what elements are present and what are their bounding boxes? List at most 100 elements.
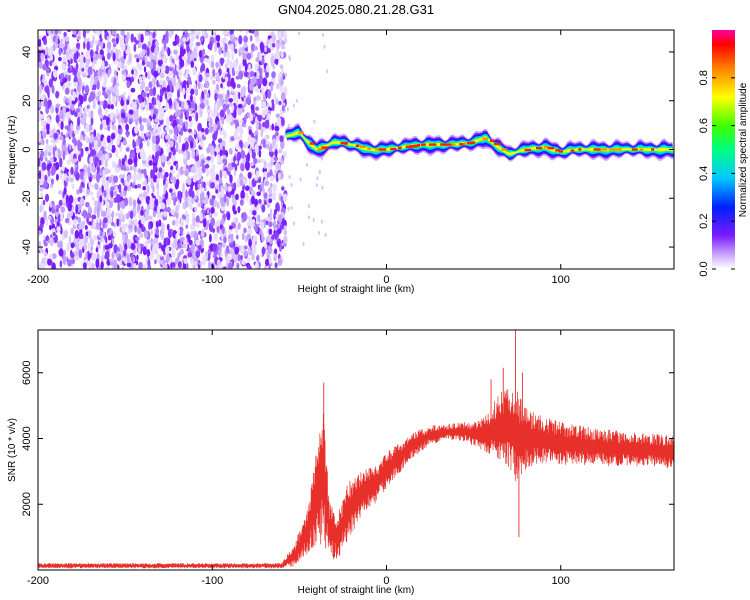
noise-blob xyxy=(99,107,102,112)
noise-blob xyxy=(261,232,264,238)
noise-blob xyxy=(41,172,44,180)
noise-blob xyxy=(258,149,262,158)
noise-blob xyxy=(190,166,195,174)
noise-blob xyxy=(203,181,206,188)
ridge-core xyxy=(459,143,465,146)
noise-blob xyxy=(170,169,175,175)
noise-blob xyxy=(175,233,178,240)
noise-blob xyxy=(295,98,298,103)
noise-blob xyxy=(153,174,158,183)
noise-blob xyxy=(237,206,241,214)
noise-blob xyxy=(266,64,270,73)
noise-blob xyxy=(175,218,179,227)
noise-blob xyxy=(149,88,154,97)
noise-blob xyxy=(85,135,88,142)
noise-blob xyxy=(188,188,193,197)
noise-blob xyxy=(129,165,133,171)
noise-blob xyxy=(106,135,111,144)
noise-blob xyxy=(41,161,47,171)
noise-blob xyxy=(246,221,250,227)
noise-blob xyxy=(274,148,278,158)
noise-blob xyxy=(118,213,121,219)
noise-blob xyxy=(219,109,225,118)
noise-blob xyxy=(178,135,182,144)
noise-blob xyxy=(218,93,224,100)
noise-blob xyxy=(275,113,280,118)
noise-blob xyxy=(308,204,310,209)
noise-blob xyxy=(45,67,50,72)
noise-blob xyxy=(84,30,90,34)
noise-blob xyxy=(101,60,105,70)
noise-blob xyxy=(106,89,112,96)
noise-blob xyxy=(76,35,81,40)
noise-blob xyxy=(215,189,219,194)
noise-blob xyxy=(277,72,281,80)
noise-blob xyxy=(262,138,266,149)
noise-blob xyxy=(204,80,210,89)
noise-blob xyxy=(148,160,153,166)
noise-blob xyxy=(102,100,108,110)
ridge-core xyxy=(421,143,426,146)
noise-blob xyxy=(276,163,281,171)
noise-blob xyxy=(179,248,184,255)
noise-blob xyxy=(196,189,200,197)
noise-blob xyxy=(288,55,291,60)
noise-blob xyxy=(208,41,213,51)
noise-blob xyxy=(124,116,128,124)
noise-blob xyxy=(47,258,52,266)
noise-blob xyxy=(43,132,47,139)
noise-blob xyxy=(195,215,200,224)
noise-blob xyxy=(249,209,254,215)
noise-blob xyxy=(39,205,42,213)
noise-blob xyxy=(199,212,203,222)
noise-blob xyxy=(141,48,146,57)
noise-blob xyxy=(155,40,159,47)
noise-blob xyxy=(156,188,160,198)
noise-blob xyxy=(86,212,92,219)
noise-blob xyxy=(117,61,121,69)
noise-blob xyxy=(280,91,286,102)
noise-blob xyxy=(201,62,206,72)
noise-blob xyxy=(110,49,114,56)
noise-blob xyxy=(72,91,77,100)
noise-blob xyxy=(110,191,113,198)
colorbar-tick-label: 0.2 xyxy=(698,214,710,229)
noise-blob xyxy=(256,191,262,197)
noise-blob xyxy=(143,229,149,239)
noise-blob xyxy=(270,55,275,65)
noise-blob xyxy=(268,221,273,228)
noise-blob xyxy=(239,119,244,124)
noise-blob xyxy=(224,76,229,82)
noise-blob xyxy=(222,72,226,80)
noise-blob xyxy=(283,235,288,244)
noise-blob xyxy=(38,91,41,101)
noise-blob xyxy=(285,72,287,77)
ridge-core xyxy=(536,146,543,150)
noise-blob xyxy=(274,262,278,269)
noise-blob xyxy=(194,88,199,96)
noise-blob xyxy=(253,157,258,165)
noise-blob xyxy=(100,261,104,269)
noise-blob xyxy=(168,129,174,135)
noise-blob xyxy=(102,83,107,88)
noise-blob xyxy=(190,60,195,68)
noise-blob xyxy=(160,232,165,241)
noise-blob xyxy=(85,50,91,59)
noise-blob xyxy=(233,133,239,141)
noise-blob xyxy=(97,210,100,219)
noise-blob xyxy=(195,250,201,258)
noise-blob xyxy=(58,240,63,250)
noise-blob xyxy=(94,40,99,45)
noise-blob xyxy=(250,70,255,78)
ridge-core xyxy=(390,147,397,151)
noise-blob xyxy=(133,211,137,218)
noise-blob xyxy=(237,106,243,116)
noise-blob xyxy=(134,225,137,233)
noise-blob xyxy=(179,236,185,242)
noise-blob xyxy=(47,47,51,57)
noise-blob xyxy=(251,151,256,159)
noise-blob xyxy=(43,251,48,257)
ridge-core xyxy=(578,148,582,151)
noise-blob xyxy=(67,43,70,52)
noise-blob xyxy=(281,105,285,112)
